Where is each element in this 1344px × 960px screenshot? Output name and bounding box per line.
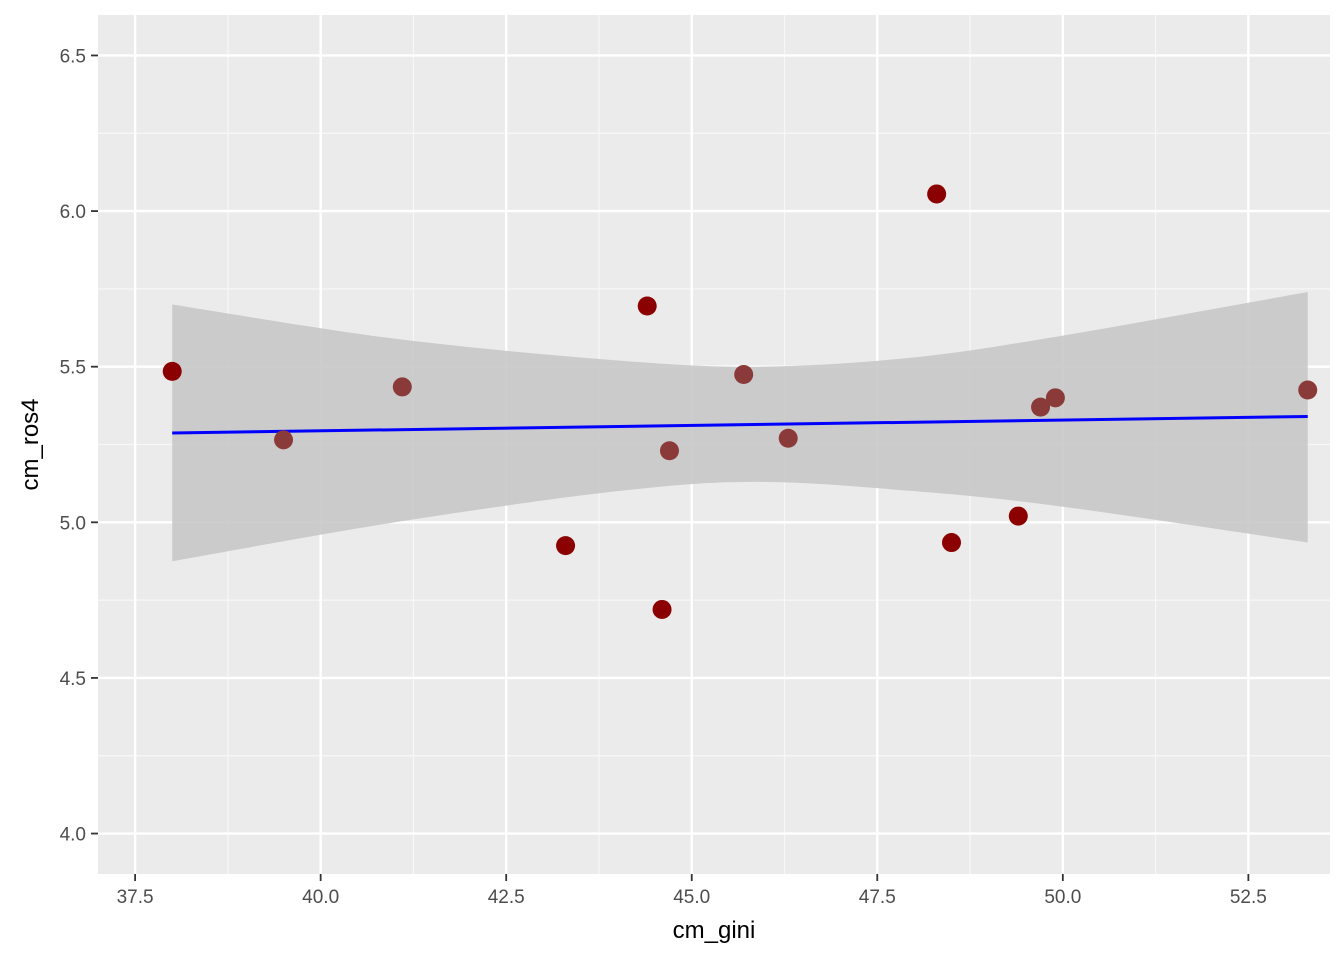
data-point [734, 364, 754, 384]
y-tick-label: 5.0 [60, 513, 86, 534]
data-point [556, 536, 576, 556]
x-axis: 37.5 40.0 42.5 45.0 47.5 50.0 52.5 [117, 874, 1267, 908]
confidence-band [172, 291, 1308, 562]
data-point [927, 184, 947, 204]
data-point [1031, 397, 1051, 417]
y-tick-label: 5.5 [60, 358, 86, 379]
regression-line [172, 414, 1308, 435]
x-tick-label: 37.5 [117, 887, 154, 908]
data-point [1008, 506, 1028, 526]
y-axis-title: cm_ros4 [17, 398, 44, 490]
data-point [637, 296, 657, 316]
data-point [392, 377, 412, 397]
data-points [162, 184, 1318, 619]
y-axis: 4.0 4.5 5.0 5.5 6.0 6.5 [60, 46, 98, 846]
y-tick-label: 4.5 [60, 669, 86, 690]
y-tick-label: 4.0 [60, 825, 86, 846]
data-point [1045, 388, 1065, 408]
x-tick-label: 50.0 [1044, 887, 1081, 908]
x-tick-label: 42.5 [488, 887, 525, 908]
data-point [1298, 380, 1318, 400]
x-tick-label: 52.5 [1230, 887, 1267, 908]
y-tick-label: 6.5 [60, 46, 86, 67]
data-point [274, 430, 294, 450]
x-tick-label: 40.0 [302, 887, 339, 908]
data-point [659, 441, 679, 461]
data-point [941, 533, 961, 553]
y-tick-label: 6.0 [60, 202, 86, 223]
x-tick-label: 47.5 [859, 887, 896, 908]
x-axis-title: cm_gini [673, 917, 756, 944]
data-point [778, 428, 798, 448]
data-point [652, 599, 672, 619]
x-tick-label: 45.0 [673, 887, 710, 908]
data-point [162, 361, 182, 381]
